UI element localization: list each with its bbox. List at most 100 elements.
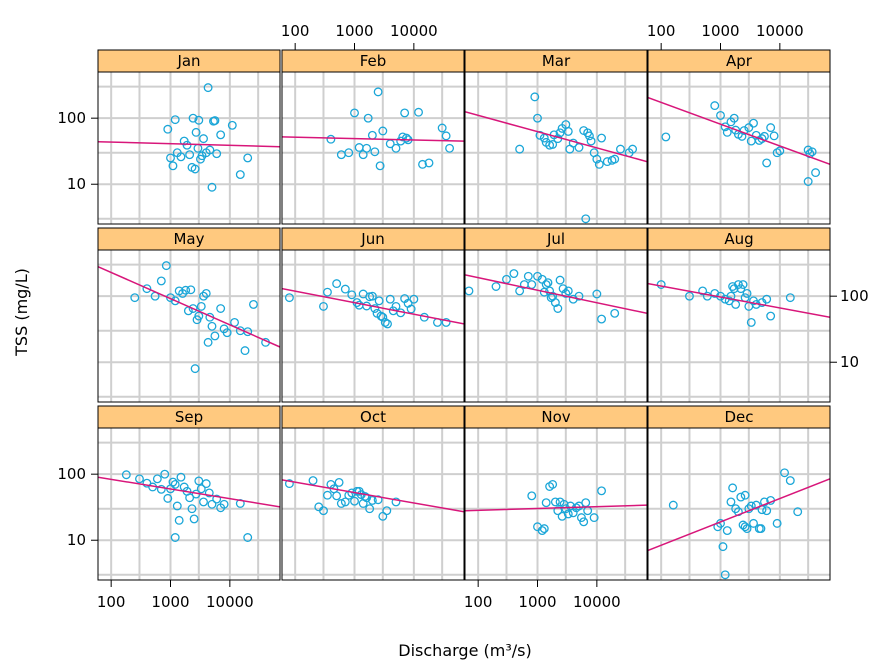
data-point	[323, 287, 332, 297]
data-point	[367, 496, 377, 505]
data-point	[344, 148, 354, 158]
panel-apr: Apr 100 1000 10000	[647, 22, 831, 225]
panel-plot-area	[648, 250, 830, 402]
data-point	[772, 518, 782, 528]
panel-strip-label: Nov	[541, 408, 570, 426]
data-point	[769, 131, 779, 141]
panel-feb: Feb 100 1000 10000	[281, 22, 465, 225]
data-point	[210, 331, 220, 341]
panel-jul: Jul	[464, 227, 648, 403]
panel-frame	[97, 249, 281, 403]
y-tick-label: 10	[67, 531, 86, 549]
data-point	[749, 118, 758, 128]
regression-line	[648, 478, 830, 552]
data-point	[190, 364, 200, 374]
data-point	[553, 304, 563, 313]
data-point	[766, 311, 776, 321]
data-point	[189, 514, 199, 524]
data-point	[160, 469, 170, 479]
data-point	[383, 319, 392, 329]
regression-line	[648, 96, 830, 166]
data-point	[190, 164, 200, 174]
panel-aug: Aug 10 100	[647, 227, 869, 403]
data-point	[762, 158, 772, 168]
data-point	[185, 150, 195, 160]
data-point	[196, 484, 206, 494]
y-tick-label: 10	[67, 175, 86, 193]
data-point	[574, 291, 584, 301]
data-point	[807, 147, 817, 157]
data-point	[378, 126, 388, 136]
data-point	[222, 328, 232, 338]
y-axis-label: TSS (mg/L)	[12, 268, 31, 357]
x-tick-label: 1000	[701, 22, 739, 40]
data-point	[759, 497, 769, 507]
data-point	[182, 140, 192, 150]
y-tick-label: 100	[57, 109, 86, 127]
data-point	[319, 301, 328, 311]
data-point	[391, 143, 401, 153]
data-point	[204, 488, 214, 498]
data-point	[161, 261, 171, 271]
data-point	[576, 513, 586, 523]
data-point	[186, 285, 196, 295]
panel-dec: Dec	[647, 405, 831, 581]
data-point	[530, 92, 540, 102]
data-point	[803, 177, 813, 186]
data-point	[698, 286, 708, 296]
panel-strip-label: Jun	[360, 230, 384, 248]
data-point	[437, 123, 447, 133]
data-point	[722, 127, 732, 137]
data-point	[766, 123, 776, 133]
data-point	[597, 486, 606, 496]
data-point	[319, 506, 328, 516]
data-point	[188, 304, 198, 313]
data-point	[563, 286, 573, 296]
panel-strip-label: Jul	[546, 230, 565, 248]
data-point	[414, 107, 423, 117]
data-point	[121, 470, 131, 480]
panel-plot-area	[98, 428, 280, 580]
data-point	[334, 477, 344, 487]
data-point	[376, 311, 386, 321]
panel-plot-area	[465, 72, 647, 224]
regression-line	[98, 140, 280, 148]
data-point	[243, 153, 253, 163]
data-point	[191, 127, 201, 137]
data-point	[172, 501, 182, 511]
data-point	[702, 291, 712, 301]
data-point	[751, 500, 761, 510]
data-point	[203, 83, 213, 93]
data-point	[201, 479, 211, 489]
data-point	[323, 490, 332, 500]
data-point	[207, 321, 217, 331]
data-point	[156, 276, 166, 286]
data-point	[249, 299, 258, 309]
panel-plot-area	[98, 250, 280, 402]
data-point	[284, 293, 294, 303]
data-point	[163, 493, 173, 503]
x-tick-label: 10000	[390, 22, 438, 40]
data-point	[533, 271, 542, 281]
data-point	[370, 304, 380, 313]
data-point	[168, 161, 178, 171]
data-point	[785, 293, 795, 303]
data-point	[527, 491, 537, 501]
data-point	[756, 524, 766, 534]
data-point	[515, 144, 525, 154]
panel-plot-area	[282, 250, 464, 402]
data-point	[216, 130, 226, 140]
data-point	[740, 490, 750, 500]
data-point	[586, 136, 596, 146]
data-point	[385, 294, 395, 304]
data-point	[592, 154, 602, 164]
data-point	[441, 131, 451, 141]
panel-plot-area	[465, 428, 647, 580]
data-point	[170, 533, 180, 542]
data-point	[616, 144, 625, 154]
data-point	[374, 296, 384, 306]
panel-frame	[281, 249, 465, 403]
x-tick-label: 10000	[206, 593, 254, 611]
data-point	[375, 161, 385, 171]
panel-strip-label: Oct	[360, 408, 386, 426]
